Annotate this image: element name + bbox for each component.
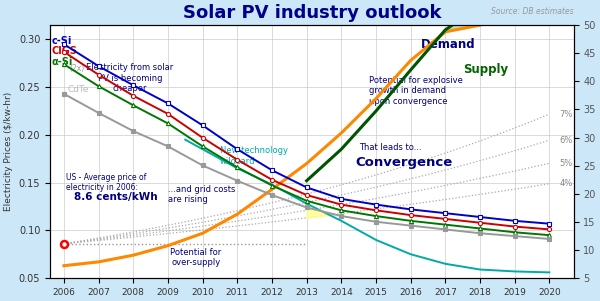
Text: Potential for
over-supply: Potential for over-supply xyxy=(170,247,221,267)
Text: 8.6 cents/kWh: 8.6 cents/kWh xyxy=(74,192,158,202)
Text: US - Average price of
electricity in 2006:: US - Average price of electricity in 200… xyxy=(65,173,146,193)
Text: α-Si: α-Si xyxy=(52,57,73,67)
Text: 4%: 4% xyxy=(560,179,573,188)
Text: 6%: 6% xyxy=(560,136,573,145)
Text: c-Si: c-Si xyxy=(52,36,72,46)
Text: Source: DB estimates: Source: DB estimates xyxy=(491,7,574,16)
Text: That leads to...: That leads to... xyxy=(359,143,421,151)
Text: 7%: 7% xyxy=(560,110,573,119)
Y-axis label: Electricity Prices ($/kw-hr): Electricity Prices ($/kw-hr) xyxy=(4,92,13,211)
Title: Solar PV industry outlook: Solar PV industry outlook xyxy=(182,4,441,22)
Text: Demand: Demand xyxy=(421,38,476,51)
Text: Electricity from solar
PV is becoming
cheaper: Electricity from solar PV is becoming ch… xyxy=(86,63,173,93)
Text: New technology
wildcard: New technology wildcard xyxy=(220,146,288,166)
Text: Convergence: Convergence xyxy=(355,156,452,169)
Text: (2x): (2x) xyxy=(69,64,85,73)
Text: CdTe: CdTe xyxy=(67,85,89,94)
Text: ...and grid costs
are rising: ...and grid costs are rising xyxy=(168,185,235,204)
Text: Supply: Supply xyxy=(463,64,508,76)
Text: CIGS: CIGS xyxy=(52,46,77,56)
Text: Potential for explosive
growth in demand
upon convergence: Potential for explosive growth in demand… xyxy=(369,76,463,106)
Text: 5%: 5% xyxy=(560,159,573,168)
